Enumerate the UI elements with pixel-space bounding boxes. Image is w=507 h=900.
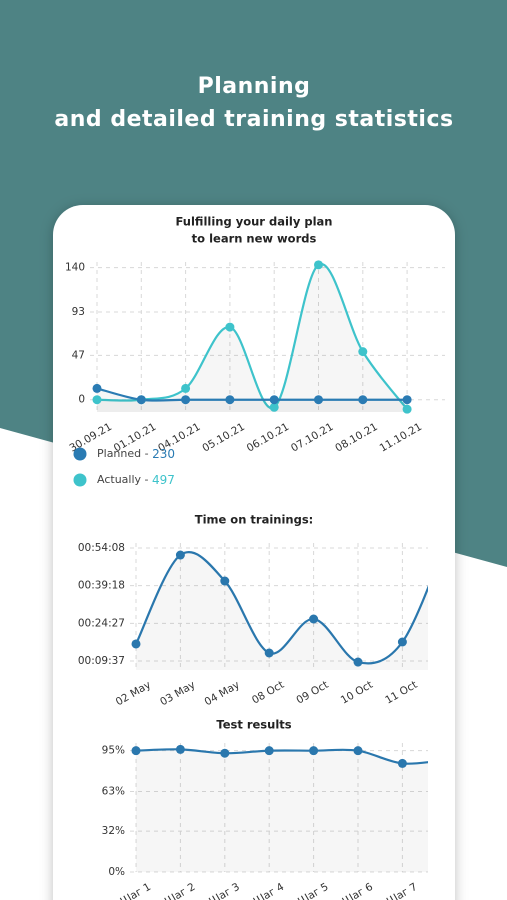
chart-title: to learn new words <box>192 232 317 246</box>
area <box>136 749 447 872</box>
point <box>402 395 412 405</box>
y-tick-label: 00:24:27 <box>78 617 125 629</box>
y-tick-label: 63% <box>102 786 125 798</box>
point <box>131 746 141 756</box>
point <box>181 383 191 393</box>
series-line <box>96 263 408 410</box>
point <box>175 744 185 754</box>
point <box>358 395 368 405</box>
y-tick-label: 140 <box>65 262 85 274</box>
point <box>314 260 323 270</box>
legend-name: Actually <box>97 473 142 486</box>
chart-title: Time on trainings: <box>195 513 314 527</box>
point <box>92 383 102 393</box>
legend-dot <box>73 447 87 461</box>
y-tick-label: 00:39:18 <box>78 580 125 592</box>
y-tick-label: 47 <box>72 349 85 361</box>
phone-card <box>53 205 455 900</box>
y-tick-label: 93 <box>72 306 85 318</box>
legend-label: Planned - 230 <box>97 447 175 461</box>
point <box>309 614 319 624</box>
y-tick-label: 00:54:08 <box>78 542 125 554</box>
y-tick-label: 95% <box>102 745 125 757</box>
legend-label: Actually - 497 <box>97 473 175 487</box>
point <box>269 395 279 405</box>
y-tick-label: 00:09:37 <box>78 655 125 667</box>
y-tick-label: 0 <box>78 394 85 406</box>
point <box>220 748 230 758</box>
point <box>397 637 407 647</box>
point <box>309 746 319 756</box>
legend-separator: - <box>141 473 152 486</box>
point <box>397 758 407 768</box>
legend-total: 230 <box>152 447 175 461</box>
point <box>402 404 412 414</box>
chart-title: Fulfilling your daily plan <box>176 215 333 229</box>
point <box>264 746 274 756</box>
point <box>225 322 235 332</box>
y-tick-label: 32% <box>102 825 125 837</box>
point <box>92 395 102 405</box>
chart-title: Test results <box>216 718 291 732</box>
point <box>225 395 235 405</box>
point <box>175 550 185 560</box>
point <box>358 347 368 357</box>
point <box>264 648 274 658</box>
point <box>353 657 363 667</box>
legend-separator: - <box>141 447 152 460</box>
point <box>136 395 146 405</box>
headline: Planning <box>198 74 311 99</box>
legend-total: 497 <box>152 473 175 487</box>
legend-name: Planned <box>97 447 141 460</box>
headline: and detailed training statistics <box>54 107 453 132</box>
point <box>269 402 279 412</box>
point <box>131 639 141 649</box>
point <box>181 395 191 405</box>
point <box>220 576 230 586</box>
point <box>353 746 363 756</box>
legend-dot <box>73 473 87 487</box>
y-tick-label: 0% <box>108 866 125 878</box>
point <box>314 395 323 405</box>
